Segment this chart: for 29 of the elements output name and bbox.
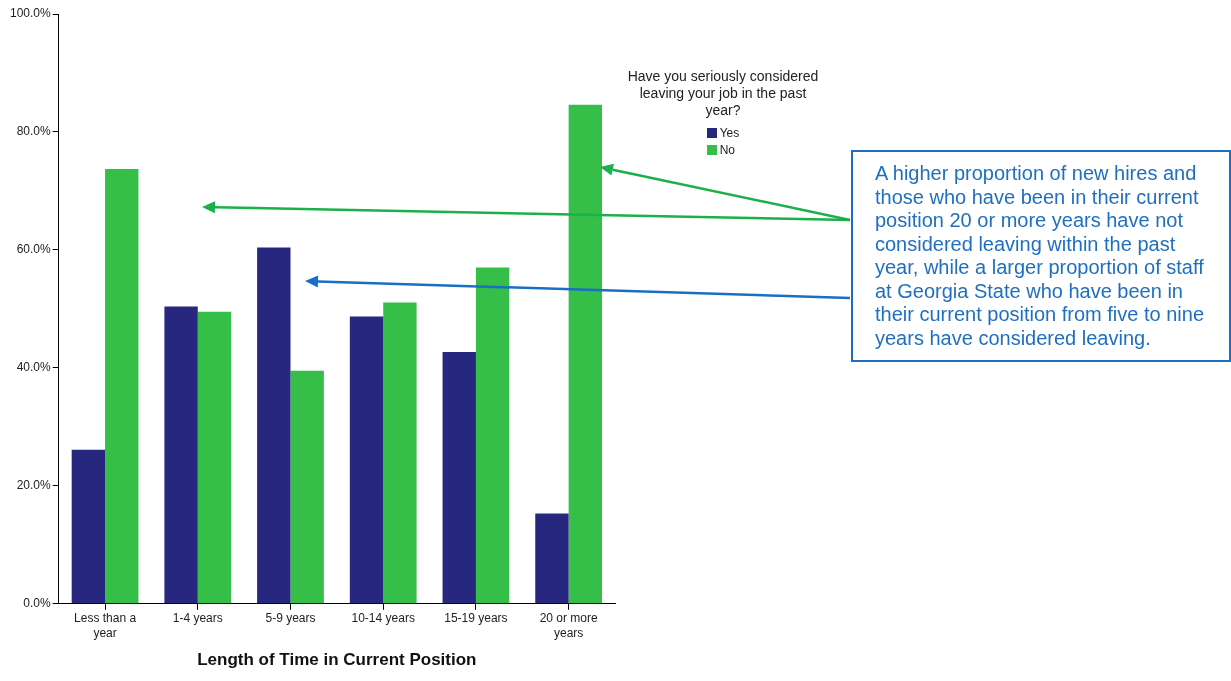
bar [71,449,106,604]
x-tick-label: Less than a year [74,611,137,640]
x-tick-label: 20 or more years [539,611,598,640]
text: A higher proportion of new hires and those who have been in their current position 20 or more years have not considered leaving within the past year, while a larger proportion of staff at Georgia State who have been in their current position from five to nine years have considered leaving. [875,162,1206,350]
bar [164,306,198,604]
x-tick-label: 15-19 years [444,611,508,626]
bar [442,351,476,604]
bar [349,316,384,604]
x-tick-label: 1-4 years [172,611,223,626]
bar [475,267,510,604]
bar [383,302,417,604]
x-axis-title: Length of Time in Current Position [197,650,477,670]
y-tick-label: 80.0% [16,124,52,139]
legend-label: No [719,142,736,157]
bar [105,169,139,604]
bar [535,513,569,604]
bar [568,104,603,604]
bar [197,311,232,604]
y-tick-label: 60.0% [16,242,52,257]
legend-label: Yes [719,125,740,140]
y-tick-label: 100.0% [10,6,52,21]
bar [290,370,324,604]
x-tick-label: 5-9 years [265,611,316,626]
x-tick-label: 10-14 years [351,611,415,626]
bar [257,247,291,604]
legend-title: Have you seriously considered leaving your job in the past year? [626,68,820,119]
y-tick-label: 0.0% [23,596,52,611]
y-tick-label: 20.0% [16,478,52,493]
y-tick-label: 40.0% [16,360,52,375]
